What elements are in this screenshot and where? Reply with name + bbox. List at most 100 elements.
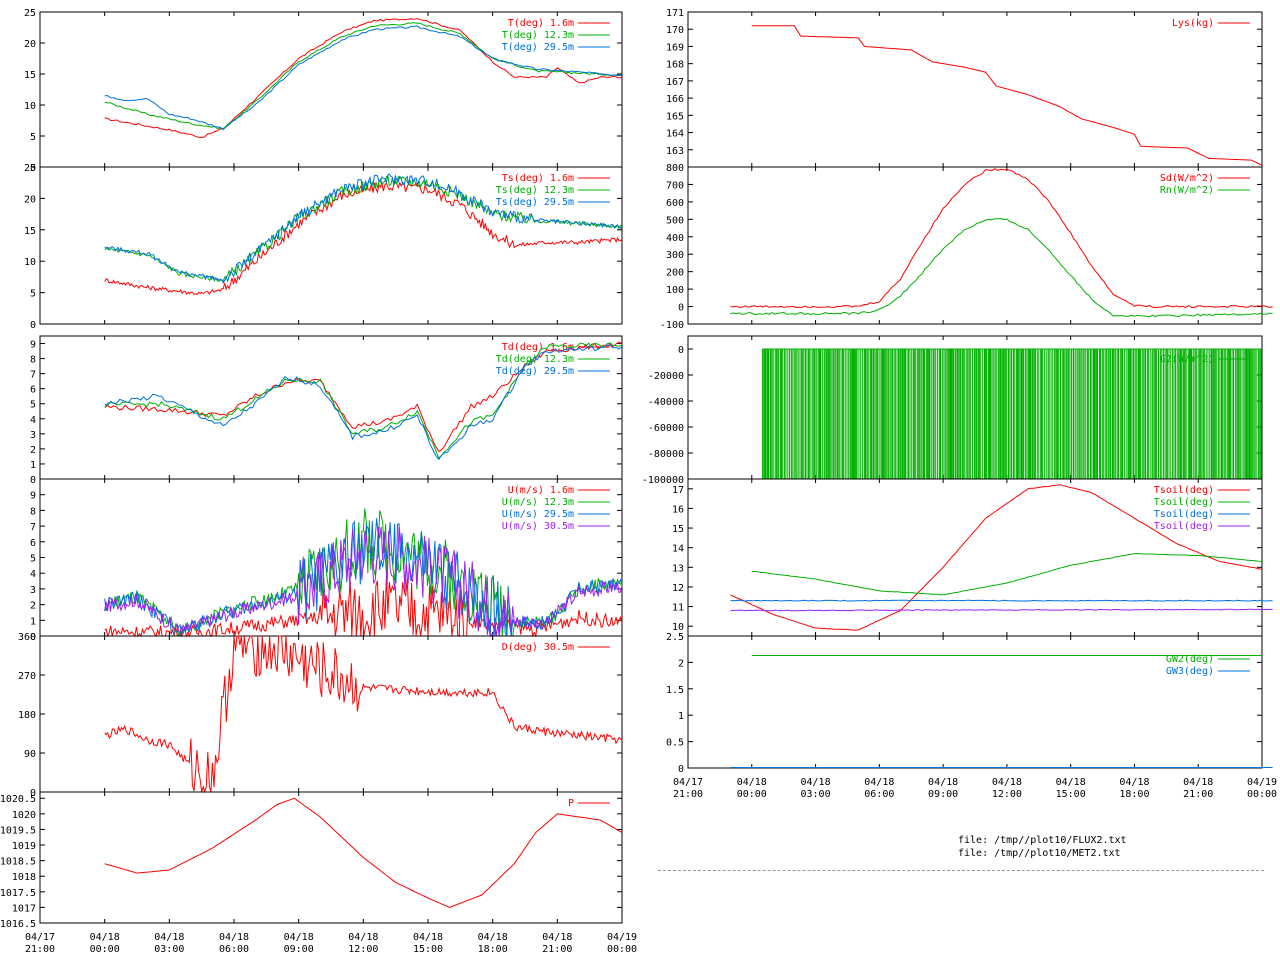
y-tick-label: 0 xyxy=(678,764,684,775)
y-tick-label: 1019 xyxy=(12,841,36,852)
y-tick-label: -100000 xyxy=(642,475,684,486)
series-line-0 xyxy=(104,635,623,794)
left-x-tick-time: 00:00 xyxy=(90,944,120,955)
legend-label: Tsoil(deg) xyxy=(1154,485,1214,496)
y-tick-label: 270 xyxy=(18,671,36,682)
y-tick-label: 163 xyxy=(666,146,684,157)
y-tick-label: 25 xyxy=(24,8,36,19)
y-tick-label: 165 xyxy=(666,111,684,122)
chart-panel-7: -100 0 100 200 300 400 500 600 700 800 Sd(W/m^2)Rn… xyxy=(660,163,1273,331)
y-tick-label: 1018 xyxy=(12,872,36,883)
series-line-1 xyxy=(751,553,1263,596)
right-x-tick-time: 18:00 xyxy=(1119,789,1149,800)
y-tick-label: 8 xyxy=(30,506,36,517)
y-tick-label: 5 xyxy=(30,132,36,143)
separator-line xyxy=(658,870,1264,871)
y-tick-label: 25 xyxy=(24,163,36,174)
legend-label: Td(deg) 29.5m xyxy=(496,366,574,377)
y-tick-label: 1017.5 xyxy=(0,888,36,899)
left-x-tick-time: 21:00 xyxy=(542,944,572,955)
y-tick-label: 170 xyxy=(666,25,684,36)
right-x-tick-time: 21:00 xyxy=(1183,789,1213,800)
y-tick-label: 7 xyxy=(30,370,36,381)
series-line-2 xyxy=(104,518,623,637)
y-tick-label: 0 xyxy=(30,163,36,174)
y-tick-label: 0 xyxy=(30,475,36,486)
legend-label: P xyxy=(568,798,574,809)
chart-panel-0: 0 5 10 15 20 25 T(deg) 1.6mT(deg) 12.3mT(deg) … xyxy=(24,8,623,174)
legend-label: Sd(W/m^2) xyxy=(1160,173,1214,184)
y-tick-label: 8 xyxy=(30,355,36,366)
series-line-0 xyxy=(104,18,623,138)
series-line-1 xyxy=(730,217,1273,318)
left-x-tick-time: 03:00 xyxy=(154,944,184,955)
y-tick-label: 1016.5 xyxy=(0,919,36,930)
y-tick-label: 5 xyxy=(30,554,36,565)
y-tick-label: 1 xyxy=(30,616,36,627)
y-tick-label: 600 xyxy=(666,198,684,209)
y-tick-label: 15 xyxy=(672,524,684,535)
y-tick-label: 3 xyxy=(30,585,36,596)
plot-frame xyxy=(39,791,623,924)
y-tick-label: -40000 xyxy=(648,397,684,408)
right-x-tick-time: 12:00 xyxy=(992,789,1022,800)
y-tick-label: 17 xyxy=(672,485,684,496)
legend-label: GW3(deg) xyxy=(1166,666,1214,677)
chart-panel-5: 1016.5 1017 1017.5 1018 1018.5 1019 1019.5 1020… xyxy=(0,791,623,930)
y-tick-label: 700 xyxy=(666,180,684,191)
series-line-1 xyxy=(104,174,623,283)
y-tick-label: 9 xyxy=(30,340,36,351)
right-x-tick-time: 00:00 xyxy=(737,789,767,800)
y-tick-label: 6 xyxy=(30,385,36,396)
y-tick-label: 500 xyxy=(666,215,684,226)
legend-label: T(deg) 12.3m xyxy=(502,30,574,41)
y-tick-label: 0 xyxy=(678,345,684,356)
y-tick-label: 2.5 xyxy=(666,632,684,643)
legend-label: U(m/s) 29.5m xyxy=(502,509,574,520)
legend-label: Ts(deg) 1.6m xyxy=(502,173,574,184)
series-line-2 xyxy=(104,344,623,461)
y-tick-label: 1 xyxy=(678,711,684,722)
series-line-0 xyxy=(104,574,623,638)
y-tick-label: 4 xyxy=(30,569,36,580)
plot-frame xyxy=(687,166,1263,325)
y-tick-label: 1017 xyxy=(12,903,36,914)
y-tick-label: 4 xyxy=(30,415,36,426)
series-line-0 xyxy=(104,797,623,908)
y-tick-label: 100 xyxy=(666,285,684,296)
series-line-0 xyxy=(730,484,1263,631)
plot-frame xyxy=(687,11,1263,168)
y-tick-label: 3 xyxy=(30,430,36,441)
y-tick-label: 2 xyxy=(30,601,36,612)
y-tick-label: 11 xyxy=(672,603,684,614)
right-x-tick-date: 04/18 xyxy=(801,777,831,788)
right-x-tick-time: 00:00 xyxy=(1247,789,1277,800)
y-tick-label: -60000 xyxy=(648,423,684,434)
series-line-0 xyxy=(104,341,623,453)
y-tick-label: 167 xyxy=(666,77,684,88)
legend-label: Rn(W/m^2) xyxy=(1160,185,1214,196)
left-x-tick-date: 04/19 xyxy=(607,932,637,943)
y-tick-label: 1020 xyxy=(12,810,36,821)
left-x-tick-date: 04/17 xyxy=(25,932,55,943)
right-x-tick-date: 04/18 xyxy=(1056,777,1086,788)
right-x-tick-time: 06:00 xyxy=(864,789,894,800)
y-tick-label: 0 xyxy=(30,320,36,331)
y-tick-label: 800 xyxy=(666,163,684,174)
file-line-met: file: /tmp//plot10/MET2.txt xyxy=(958,848,1121,859)
y-tick-label: 0 xyxy=(678,303,684,314)
right-x-tick-time: 21:00 xyxy=(673,789,703,800)
y-tick-label: 2 xyxy=(678,658,684,669)
chart-panel-10: 0 0.5 1 1.5 2 2.5 GW2(deg)GW3(deg) xyxy=(666,632,1273,775)
right-x-tick-date: 04/18 xyxy=(1183,777,1213,788)
legend-label: Ts(deg) 29.5m xyxy=(496,197,574,208)
chart-panel-8: -100000-80000-60000-40000-200000G2(W/m^2… xyxy=(642,335,1263,486)
left-x-tick-time: 18:00 xyxy=(478,944,508,955)
left-x-tick-time: 12:00 xyxy=(348,944,378,955)
y-tick-label: 200 xyxy=(666,268,684,279)
right-x-tick-date: 04/18 xyxy=(864,777,894,788)
left-x-tick-date: 04/18 xyxy=(219,932,249,943)
legend-label: U(m/s) 12.3m xyxy=(502,497,574,508)
